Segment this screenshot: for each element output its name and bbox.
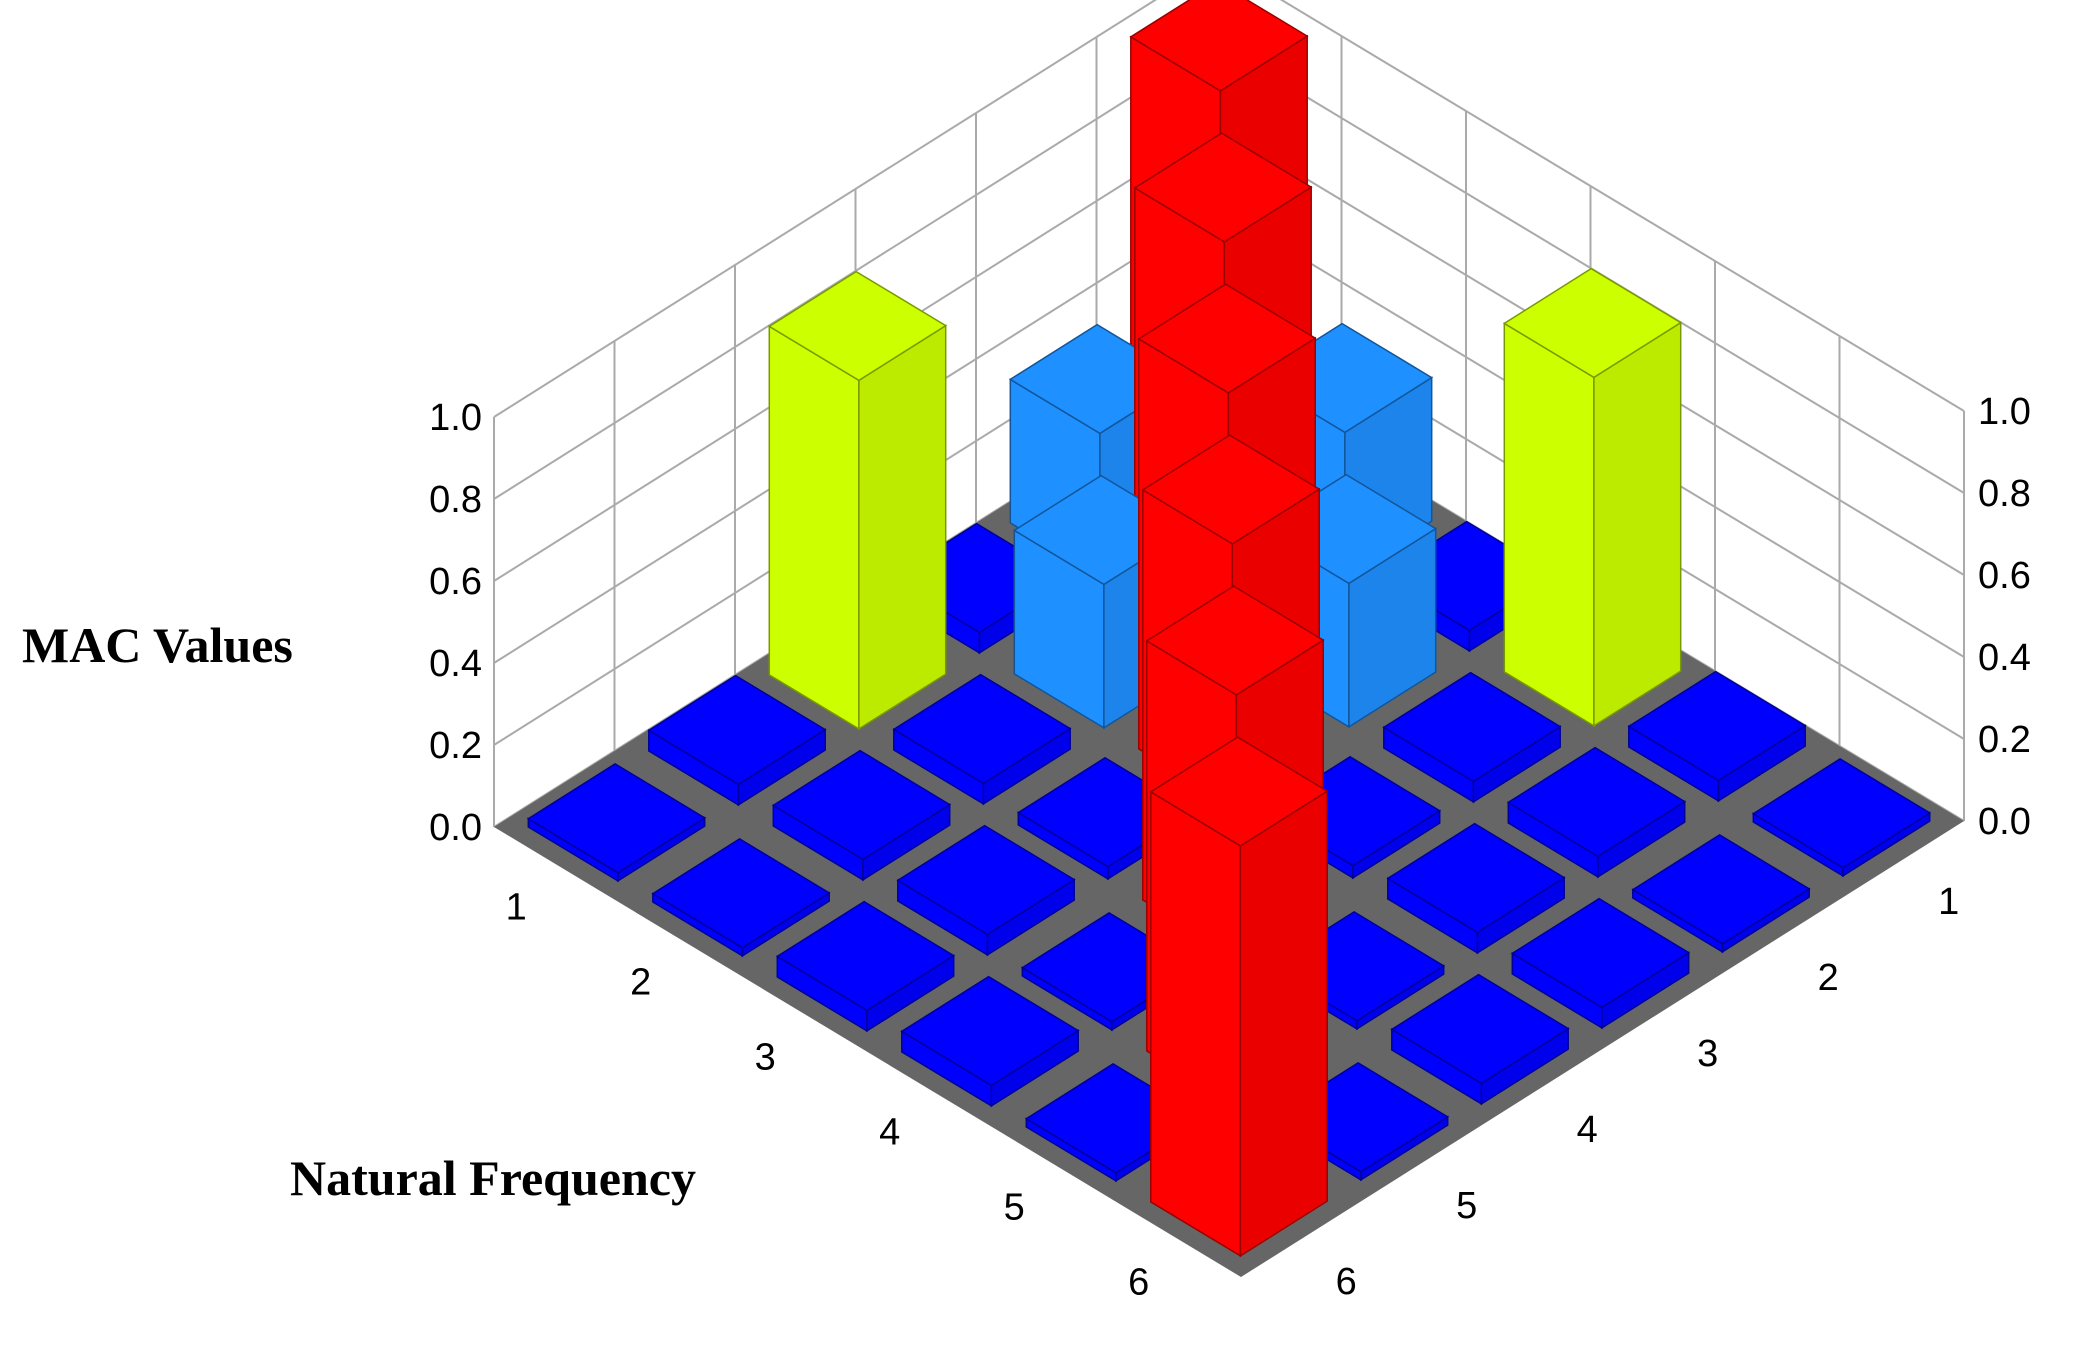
col-tick-label: 5 (1456, 1185, 1477, 1227)
bar-top (1149, 736, 1329, 847)
bar-face-left (1503, 322, 1595, 728)
bar-face-right (858, 324, 947, 731)
row-tick-label: 5 (1004, 1187, 1025, 1229)
row-tick-label: 3 (755, 1037, 776, 1079)
row-tick-label: 1 (506, 887, 527, 929)
bar-6-2 (1627, 670, 1807, 803)
bar-1-1 (1149, 736, 1329, 1258)
bar-top (1631, 834, 1811, 945)
bar-1-5 (651, 838, 831, 958)
col-tick-label: 1 (1938, 881, 1959, 923)
bar-5-3 (1382, 671, 1562, 804)
bar-4-2 (1386, 822, 1566, 955)
row-tick-label: 4 (879, 1112, 900, 1154)
z-tick-left: 0.6 (429, 561, 482, 603)
bar-top (767, 270, 948, 382)
bar-top (1137, 283, 1317, 394)
bar-top (775, 900, 956, 1012)
bar-6-3 (1502, 267, 1683, 728)
z-tick-left: 0.8 (429, 479, 482, 521)
bar-face-left (1150, 790, 1242, 1258)
bar-top (892, 673, 1072, 785)
bar-top (1129, 0, 1309, 92)
z-tick-right: 0.4 (1978, 637, 2031, 679)
bar-top (1510, 897, 1691, 1009)
bar-3-1 (1390, 973, 1570, 1106)
z-tick-right: 0.6 (1978, 555, 2031, 597)
z-tick-right: 0.2 (1978, 719, 2031, 761)
bar-4-1 (1510, 897, 1691, 1030)
bar-1-6 (526, 763, 707, 883)
bar-face-right (1593, 321, 1682, 728)
z-tick-left: 0.2 (429, 725, 482, 767)
bar-3-5 (892, 673, 1072, 806)
bar-top (1386, 822, 1566, 934)
bar-top (1133, 132, 1313, 243)
col-tick-label: 6 (1336, 1261, 1357, 1303)
row-tick-label: 6 (1128, 1262, 1149, 1304)
bar-top (1390, 973, 1570, 1085)
chart-ticks: 0.0 0.0 0.2 0.2 0.4 0.4 0.6 0.6 0.8 0.8 1.0 1.0 1 2 3 4… (429, 391, 2031, 1304)
chart-bars (526, 0, 1932, 1258)
bar-top (1627, 670, 1807, 782)
bar-5-1 (1631, 834, 1811, 954)
bar-2-5 (771, 749, 952, 882)
bar-top (896, 824, 1076, 936)
col-tick-label: 3 (1697, 1033, 1718, 1075)
bar-5-2 (1506, 746, 1687, 879)
bar-face-left (768, 325, 860, 731)
bar-top (651, 838, 831, 949)
bar-top (1145, 585, 1325, 696)
bar-1-3 (900, 975, 1080, 1108)
bar-top (771, 749, 952, 861)
col-tick-label: 2 (1818, 957, 1839, 999)
bar-2-6 (647, 674, 827, 807)
col-tick-label: 4 (1577, 1109, 1598, 1151)
bar-top (1502, 267, 1683, 379)
bar-top (1382, 671, 1562, 783)
z-tick-left: 1.0 (429, 397, 482, 439)
bar-6-1 (1751, 758, 1932, 878)
bar-top (900, 975, 1080, 1087)
bar-top (647, 674, 827, 786)
x-axis-title: Natural Frequency (290, 1150, 696, 1206)
bar-top (1506, 746, 1687, 858)
z-tick-left: 0.4 (429, 643, 482, 685)
row-tick-label: 2 (630, 962, 651, 1004)
bar-top (1751, 758, 1932, 869)
bar-top (526, 763, 707, 874)
bar-face-right (1239, 789, 1328, 1258)
bar-1-4 (775, 900, 956, 1033)
bar-2-4 (896, 824, 1076, 957)
z-tick-right: 0.0 (1978, 801, 2031, 843)
z-tick-right: 1.0 (1978, 391, 2031, 433)
z-tick-left: 0.0 (429, 807, 482, 849)
bar-3-6 (767, 270, 948, 731)
z-axis-title: MAC Values (22, 617, 293, 673)
bar-top (1141, 434, 1321, 545)
z-tick-right: 0.8 (1978, 473, 2031, 515)
